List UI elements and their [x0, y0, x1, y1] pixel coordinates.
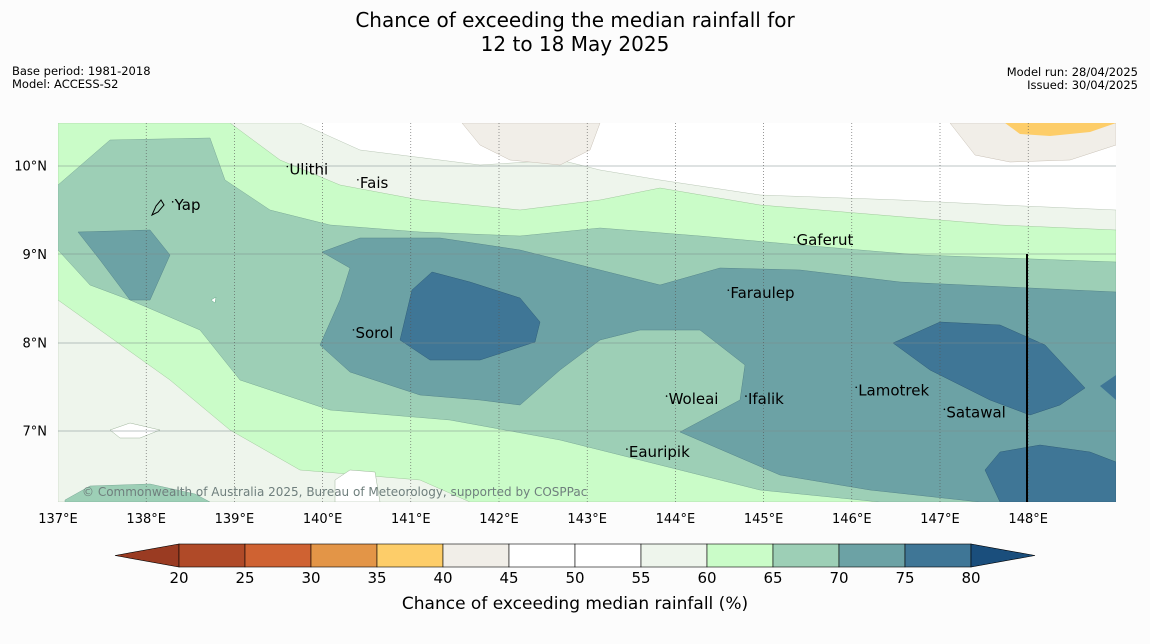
- lat-label: 7°N: [23, 425, 48, 440]
- place-marker: [286, 165, 289, 168]
- colorbar-segment: [178, 543, 246, 568]
- colorbar-segment: [376, 543, 444, 568]
- place-marker: [626, 448, 628, 450]
- colorbar-under-arrow: [114, 543, 180, 568]
- place-marker: [665, 395, 668, 397]
- place-marker: [171, 201, 174, 203]
- place-marker: [727, 289, 730, 291]
- place-marker: [855, 386, 858, 389]
- place-label: Ifalik: [748, 390, 784, 408]
- colorbar-segment: [838, 543, 906, 568]
- lat-label: 8°N: [23, 336, 48, 351]
- colorbar-tick-label: 80: [961, 569, 980, 587]
- colorbar-segment: [904, 543, 972, 568]
- place-marker: [357, 178, 359, 181]
- colorbar-tick-label: 40: [433, 569, 452, 587]
- lon-gridlines: [145, 123, 1029, 502]
- place-marker: [943, 408, 946, 411]
- colorbar-segment: [310, 543, 378, 568]
- place-marker: [352, 329, 355, 331]
- colorbar-tick-label: 50: [565, 569, 584, 587]
- colorbar-segment: [574, 543, 642, 568]
- colorbar-segment: [508, 543, 576, 568]
- colorbar-tick-label: 60: [697, 569, 716, 587]
- lon-label: 139°E: [215, 512, 255, 527]
- forecast-map: Yap Ulithi Fais Gaferut Faraulep Sorol Woleai I…: [14, 123, 1116, 527]
- colorbar-segment: [442, 543, 510, 568]
- issued-text: Issued: 30/04/2025: [1027, 78, 1138, 92]
- base-period-info: Base period: 1981-2018 Model: ACCESS-S2: [12, 65, 151, 91]
- lon-label: 145°E: [744, 512, 784, 527]
- title-line-2: 12 to 18 May 2025: [480, 32, 670, 56]
- place-label: Lamotrek: [858, 381, 929, 399]
- issue-info: Model run: 28/04/2025 Issued: 30/04/2025: [1007, 66, 1138, 92]
- colorbar-label: Chance of exceeding median rainfall (%): [401, 594, 749, 614]
- yap-island-shape: [150, 199, 165, 217]
- lon-label: 137°E: [38, 512, 78, 527]
- colorbar-segment: [772, 543, 840, 568]
- latitude-labels: 10°N 9°N 8°N 7°N: [14, 160, 47, 440]
- lon-label: 140°E: [303, 512, 343, 527]
- place-label: Gaferut: [796, 231, 853, 249]
- colorbar-tick-label: 55: [631, 569, 650, 587]
- lon-label: 138°E: [126, 512, 166, 527]
- lon-label: 141°E: [391, 512, 431, 527]
- colorbar-tick-label: 30: [301, 569, 320, 587]
- model-text: Model: ACCESS-S2: [12, 77, 119, 91]
- lon-label: 147°E: [920, 512, 960, 527]
- colorbar-tick-label: 35: [367, 569, 386, 587]
- place-label: Ulithi: [289, 161, 328, 179]
- lat-label: 10°N: [14, 160, 47, 175]
- colorbar-tick-label: 70: [829, 569, 848, 587]
- lon-label: 148°E: [1008, 512, 1048, 527]
- longitude-labels: 137°E 138°E 139°E 140°E 141°E 142°E 143°E 144°E…: [38, 512, 1048, 527]
- place-labels: Yap Ulithi Fais Gaferut Faraulep Sorol Woleai I…: [171, 161, 1006, 461]
- colorbar-segment: [706, 543, 774, 568]
- colorbar: 20 25 30 35 40 45 50 55 60 65 70 75 80: [114, 543, 1036, 587]
- colorbar-tick-label: 20: [169, 569, 188, 587]
- colorbar-tick-label: 65: [763, 569, 782, 587]
- lat-label: 9°N: [23, 248, 48, 263]
- lon-label: 142°E: [479, 512, 519, 527]
- colorbar-segment: [640, 543, 708, 568]
- place-label: Satawal: [946, 403, 1005, 421]
- model-run-text: Model run: 28/04/2025: [1006, 65, 1138, 79]
- title-line-1: Chance of exceeding the median rainfall …: [355, 8, 795, 32]
- place-label: Yap: [174, 196, 201, 214]
- place-label: Faraulep: [730, 284, 794, 302]
- lon-label: 143°E: [567, 512, 607, 527]
- colorbar-over-arrow: [970, 543, 1036, 568]
- colorbar-tick-label: 45: [499, 569, 518, 587]
- colorbar-segment: [244, 543, 312, 568]
- map-title: Chance of exceeding the median rainfall …: [0, 8, 1150, 56]
- colorbar-tick-label: 25: [235, 569, 254, 587]
- lon-label: 144°E: [656, 512, 696, 527]
- copyright-text: © Commonwealth of Australia 2025, Bureau…: [82, 485, 587, 499]
- place-label: Woleai: [669, 390, 719, 408]
- colorbar-tick-label: 75: [895, 569, 914, 587]
- place-label: Sorol: [355, 324, 393, 342]
- place-label: Eauripik: [629, 443, 690, 461]
- place-label: Fais: [360, 174, 389, 192]
- lon-label: 146°E: [832, 512, 872, 527]
- place-marker: [745, 395, 747, 397]
- place-marker: [793, 236, 796, 238]
- base-period-text: Base period: 1981-2018: [12, 64, 151, 78]
